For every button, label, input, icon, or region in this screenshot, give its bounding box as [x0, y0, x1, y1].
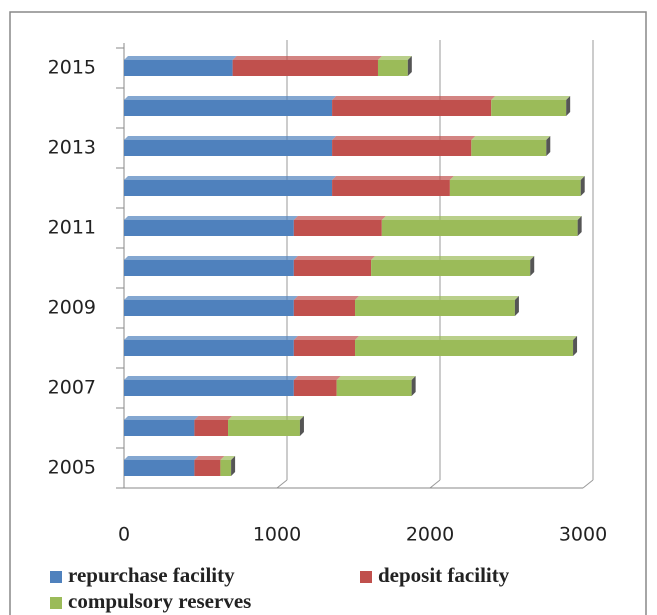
bar-top — [293, 376, 341, 380]
bar-segment — [381, 220, 578, 236]
bar-top — [332, 176, 454, 180]
grid-line — [276, 479, 288, 489]
bar-top — [293, 216, 386, 220]
grid-line — [429, 479, 441, 489]
bar-segment — [124, 60, 233, 76]
bar-top — [228, 416, 304, 420]
bar-side — [231, 456, 236, 476]
bar-segment — [332, 140, 472, 156]
bar-segment — [124, 260, 294, 276]
bar-top — [471, 136, 551, 140]
bar-top — [124, 256, 298, 260]
legend-swatch — [50, 597, 62, 609]
bar-segment — [336, 380, 412, 396]
x-tick-label: 0 — [118, 524, 130, 546]
bar-segment — [194, 420, 229, 436]
bar-top — [124, 96, 337, 100]
bar-top — [293, 336, 360, 340]
y-tick-label: 2015 — [48, 57, 96, 79]
bar-segment — [124, 340, 294, 356]
x-tick-label: 1000 — [253, 524, 301, 546]
bar-top — [124, 176, 337, 180]
x-tick-label: 3000 — [559, 524, 607, 546]
bar-top — [124, 216, 298, 220]
bar-side — [573, 336, 578, 356]
bar-top — [232, 56, 382, 60]
bar-segment — [332, 100, 492, 116]
bar-segment — [471, 140, 547, 156]
legend-swatch — [50, 571, 62, 583]
bar-side — [580, 176, 585, 196]
bar-segment — [124, 180, 333, 196]
bar-segment — [232, 60, 378, 76]
bar-top — [293, 296, 360, 300]
bar-top — [355, 336, 578, 340]
bar-top — [124, 336, 298, 340]
bar-side — [530, 256, 535, 276]
bar-top — [377, 56, 412, 60]
bar-segment — [124, 460, 195, 476]
x-tick-label: 2000 — [406, 524, 454, 546]
bar-side — [514, 296, 519, 316]
legend-label: deposit facility — [378, 563, 510, 587]
bar-segment — [124, 300, 294, 316]
bar-side — [566, 96, 571, 116]
bar-segment — [293, 300, 356, 316]
bar-top — [332, 96, 496, 100]
bar-segment — [124, 100, 333, 116]
bar-segment — [377, 60, 408, 76]
y-tick-label: 2011 — [48, 217, 96, 239]
bar-segment — [124, 220, 294, 236]
bar-segment — [293, 380, 337, 396]
bar-segment — [228, 420, 300, 436]
grid-line — [582, 479, 594, 489]
bar-segment — [491, 100, 567, 116]
y-tick-label: 2013 — [48, 137, 96, 159]
bar-segment — [124, 420, 195, 436]
bar-top — [293, 256, 376, 260]
bar-segment — [293, 260, 372, 276]
bar-side — [546, 136, 551, 156]
y-tick-label: 2005 — [48, 457, 96, 479]
bar-segment — [124, 140, 333, 156]
bar-segment — [293, 340, 356, 356]
bar-top — [124, 296, 298, 300]
legend-swatch — [360, 571, 372, 583]
bar-top — [124, 456, 199, 460]
bar-top — [355, 296, 519, 300]
bar-top — [381, 216, 582, 220]
bar-segment — [355, 340, 574, 356]
bar-segment — [194, 460, 221, 476]
bar-top — [220, 456, 236, 460]
bar-top — [491, 96, 571, 100]
bar-top — [194, 416, 233, 420]
bar-top — [124, 136, 337, 140]
bar-segment — [449, 180, 581, 196]
bar-segment — [371, 260, 531, 276]
y-tick-label: 2007 — [48, 377, 96, 399]
legend-label: compulsory reserves — [68, 589, 251, 613]
bar-segment — [220, 460, 232, 476]
bar-top — [124, 416, 199, 420]
bar-segment — [332, 180, 450, 196]
bar-top — [124, 376, 298, 380]
y-tick-label: 2009 — [48, 297, 96, 319]
bar-segment — [124, 380, 294, 396]
bar-top — [124, 56, 237, 60]
bar-top — [332, 136, 476, 140]
bar-side — [577, 216, 582, 236]
bar-segment — [355, 300, 515, 316]
bar-top — [371, 256, 535, 260]
bar-top — [336, 376, 416, 380]
bar-side — [407, 56, 412, 76]
bar-top — [449, 176, 585, 180]
bar-side — [411, 376, 416, 396]
bar-top — [194, 456, 225, 460]
bar-segment — [293, 220, 382, 236]
bar-side — [299, 416, 304, 436]
legend-label: repurchase facility — [68, 563, 235, 587]
